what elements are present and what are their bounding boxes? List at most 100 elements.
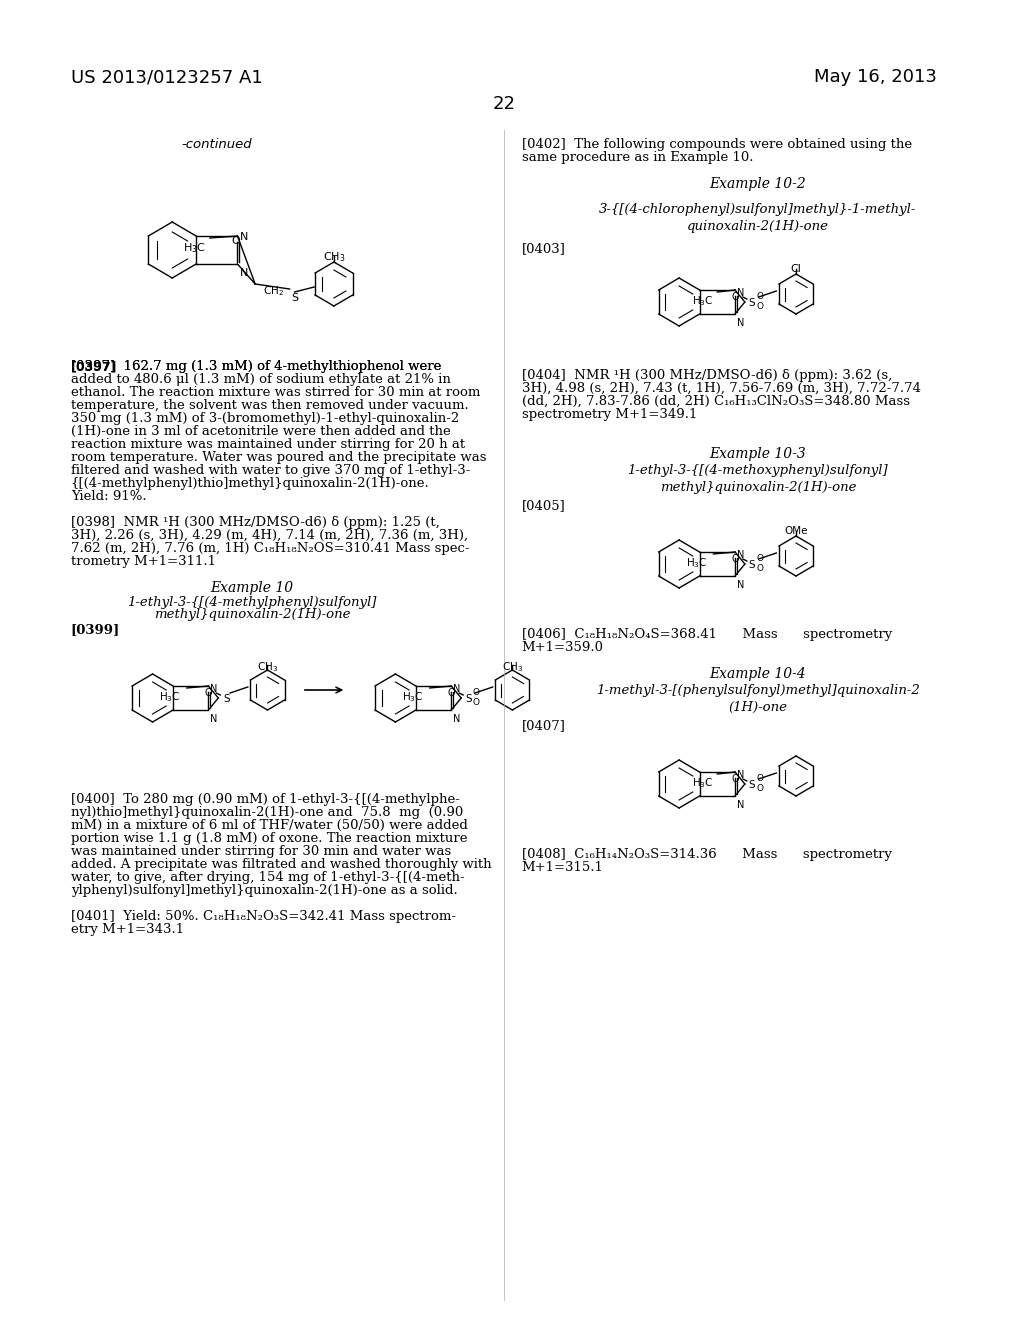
Text: M+1=315.1: M+1=315.1 — [521, 861, 603, 874]
Text: 3H), 4.98 (s, 2H), 7.43 (t, 1H), 7.56-7.69 (m, 3H), 7.72-7.74: 3H), 4.98 (s, 2H), 7.43 (t, 1H), 7.56-7.… — [521, 381, 921, 395]
Text: S: S — [465, 694, 472, 704]
Text: trometry M+1=311.1: trometry M+1=311.1 — [71, 554, 216, 568]
Text: Example 10: Example 10 — [210, 581, 294, 595]
Text: [0408]  C₁₆H₁₄N₂O₃S=314.36      Mass      spectrometry: [0408] C₁₆H₁₄N₂O₃S=314.36 Mass spectrome… — [521, 847, 892, 861]
Text: CH$_3$: CH$_3$ — [502, 660, 523, 673]
Text: N: N — [737, 579, 744, 590]
Text: N: N — [737, 770, 744, 780]
Text: O: O — [473, 688, 480, 697]
Text: water, to give, after drying, 154 mg of 1-ethyl-3-{[(4-meth-: water, to give, after drying, 154 mg of … — [71, 871, 465, 884]
Text: [0404]  NMR ¹H (300 MHz/DMSO-d6) δ (ppm): 3.62 (s,: [0404] NMR ¹H (300 MHz/DMSO-d6) δ (ppm):… — [521, 370, 892, 381]
Text: 350 mg (1.3 mM) of 3-(bromomethyl)-1-ethyl-quinoxalin-2: 350 mg (1.3 mM) of 3-(bromomethyl)-1-eth… — [71, 412, 459, 425]
Text: (dd, 2H), 7.83-7.86 (dd, 2H) C₁₆H₁₃ClN₂O₃S=348.80 Mass: (dd, 2H), 7.83-7.86 (dd, 2H) C₁₆H₁₃ClN₂O… — [521, 395, 909, 408]
Text: N: N — [454, 684, 461, 694]
Text: O: O — [731, 554, 738, 564]
Text: N: N — [240, 268, 248, 279]
Text: O: O — [473, 698, 480, 708]
Text: [0406]  C₁₈H₁₈N₂O₄S=368.41      Mass      spectrometry: [0406] C₁₈H₁₈N₂O₄S=368.41 Mass spectrome… — [521, 628, 892, 642]
Text: Example 10-4: Example 10-4 — [710, 667, 806, 681]
Text: O: O — [447, 688, 455, 698]
Text: N: N — [210, 714, 218, 723]
Text: Example 10-2: Example 10-2 — [710, 177, 806, 191]
Text: 1-methyl-3-[(phenylsulfonyl)methyl]quinoxalin-2: 1-methyl-3-[(phenylsulfonyl)methyl]quino… — [596, 684, 920, 697]
Text: Example 10-3: Example 10-3 — [710, 447, 806, 461]
Text: filtered and washed with water to give 370 mg of 1-ethyl-3-: filtered and washed with water to give 3… — [71, 465, 470, 477]
Text: H$_3$C: H$_3$C — [183, 242, 206, 255]
Text: portion wise 1.1 g (1.8 mM) of oxone. The reaction mixture: portion wise 1.1 g (1.8 mM) of oxone. Th… — [71, 832, 467, 845]
Text: mM) in a mixture of 6 ml of THF/water (50/50) were added: mM) in a mixture of 6 ml of THF/water (5… — [71, 818, 468, 832]
Text: N: N — [210, 684, 218, 694]
Text: H$_3$C: H$_3$C — [402, 690, 424, 704]
Text: O: O — [231, 236, 240, 246]
Text: N: N — [454, 714, 461, 723]
Text: S: S — [749, 298, 756, 308]
Text: -continued: -continued — [181, 139, 252, 150]
Text: S: S — [749, 780, 756, 789]
Text: quinoxalin-2(1H)-one: quinoxalin-2(1H)-one — [687, 220, 828, 232]
Text: was maintained under stirring for 30 min and water was: was maintained under stirring for 30 min… — [71, 845, 452, 858]
Text: spectrometry M+1=349.1: spectrometry M+1=349.1 — [521, 408, 697, 421]
Text: CH$_3$: CH$_3$ — [323, 249, 345, 264]
Text: [0402]  The following compounds were obtained using the: [0402] The following compounds were obta… — [521, 139, 911, 150]
Text: [0405]: [0405] — [521, 499, 565, 512]
Text: methyl}quinoxalin-2(1H)-one: methyl}quinoxalin-2(1H)-one — [659, 480, 856, 494]
Text: N: N — [737, 550, 744, 560]
Text: [0400]  To 280 mg (0.90 mM) of 1-ethyl-3-{[(4-methylphe-: [0400] To 280 mg (0.90 mM) of 1-ethyl-3-… — [71, 793, 460, 807]
Text: {[(4-methylphenyl)thio]methyl}quinoxalin-2(1H)-one.: {[(4-methylphenyl)thio]methyl}quinoxalin… — [71, 477, 430, 490]
Text: O: O — [731, 774, 738, 784]
Text: O: O — [731, 292, 738, 302]
Text: 1-ethyl-3-{[(4-methylphenyl)sulfonyl]: 1-ethyl-3-{[(4-methylphenyl)sulfonyl] — [127, 597, 377, 609]
Text: OMe: OMe — [784, 525, 808, 536]
Text: H$_3$C: H$_3$C — [686, 556, 708, 570]
Text: US 2013/0123257 A1: US 2013/0123257 A1 — [71, 69, 262, 86]
Text: [0407]: [0407] — [521, 719, 565, 733]
Text: O: O — [757, 774, 764, 783]
Text: room temperature. Water was poured and the precipitate was: room temperature. Water was poured and t… — [71, 451, 486, 465]
Text: CH$_2$: CH$_2$ — [263, 284, 284, 298]
Text: N: N — [240, 232, 248, 242]
Text: [0399]: [0399] — [71, 623, 120, 636]
Text: [0397]  162.7 mg (1.3 mM) of 4-methylthiophenol were: [0397] 162.7 mg (1.3 mM) of 4-methylthio… — [71, 360, 441, 374]
Text: reaction mixture was maintained under stirring for 20 h at: reaction mixture was maintained under st… — [71, 438, 465, 451]
Text: 3-{[(4-chlorophenyl)sulfonyl]methyl}-1-methyl-: 3-{[(4-chlorophenyl)sulfonyl]methyl}-1-m… — [599, 203, 916, 216]
Text: 7.62 (m, 2H), 7.76 (m, 1H) C₁₈H₁₈N₂OS=310.41 Mass spec-: 7.62 (m, 2H), 7.76 (m, 1H) C₁₈H₁₈N₂OS=31… — [71, 543, 469, 554]
Text: (1H)-one in 3 ml of acetonitrile were then added and the: (1H)-one in 3 ml of acetonitrile were th… — [71, 425, 451, 438]
Text: S: S — [749, 560, 756, 570]
Text: O: O — [757, 554, 764, 564]
Text: O: O — [205, 688, 212, 698]
Text: Yield: 91%.: Yield: 91%. — [71, 490, 146, 503]
Text: O: O — [757, 564, 764, 573]
Text: nyl)thio]methyl}quinoxalin-2(1H)-one and  75.8  mg  (0.90: nyl)thio]methyl}quinoxalin-2(1H)-one and… — [71, 807, 463, 818]
Text: H$_3$C: H$_3$C — [160, 690, 181, 704]
Text: O: O — [757, 292, 764, 301]
Text: H$_3$C: H$_3$C — [691, 776, 714, 789]
Text: M+1=359.0: M+1=359.0 — [521, 642, 603, 653]
Text: same procedure as in Example 10.: same procedure as in Example 10. — [521, 150, 753, 164]
Text: N: N — [737, 318, 744, 327]
Text: O: O — [757, 302, 764, 312]
Text: N: N — [737, 800, 744, 810]
Text: H$_3$C: H$_3$C — [691, 294, 714, 308]
Text: CH$_3$: CH$_3$ — [257, 660, 279, 673]
Text: Cl: Cl — [791, 264, 802, 275]
Text: 22: 22 — [493, 95, 515, 114]
Text: methyl}quinoxalin-2(1H)-one: methyl}quinoxalin-2(1H)-one — [154, 609, 350, 620]
Text: added. A precipitate was filtrated and washed thoroughly with: added. A precipitate was filtrated and w… — [71, 858, 492, 871]
Text: temperature, the solvent was then removed under vacuum.: temperature, the solvent was then remove… — [71, 399, 469, 412]
Text: May 16, 2013: May 16, 2013 — [814, 69, 937, 86]
Text: S: S — [292, 293, 299, 304]
Text: etry M+1=343.1: etry M+1=343.1 — [71, 923, 184, 936]
Text: S: S — [223, 694, 229, 704]
Text: ylphenyl)sulfonyl]methyl}quinoxalin-2(1H)-one as a solid.: ylphenyl)sulfonyl]methyl}quinoxalin-2(1H… — [71, 884, 458, 898]
Text: N: N — [737, 288, 744, 298]
Text: [0403]: [0403] — [521, 242, 565, 255]
Text: [0397]  162.7 mg (1.3 mM) of 4-methylthiophenol were: [0397] 162.7 mg (1.3 mM) of 4-methylthio… — [71, 360, 441, 374]
Text: 1-ethyl-3-{[(4-methoxyphenyl)sulfonyl]: 1-ethyl-3-{[(4-methoxyphenyl)sulfonyl] — [628, 463, 888, 477]
Text: added to 480.6 μl (1.3 mM) of sodium ethylate at 21% in: added to 480.6 μl (1.3 mM) of sodium eth… — [71, 374, 451, 385]
Text: [0398]  NMR ¹H (300 MHz/DMSO-d6) δ (ppm): 1.25 (t,: [0398] NMR ¹H (300 MHz/DMSO-d6) δ (ppm):… — [71, 516, 439, 529]
Text: (1H)-one: (1H)-one — [728, 701, 787, 714]
Text: 3H), 2.26 (s, 3H), 4.29 (m, 4H), 7.14 (m, 2H), 7.36 (m, 3H),: 3H), 2.26 (s, 3H), 4.29 (m, 4H), 7.14 (m… — [71, 529, 468, 543]
Text: [0397]: [0397] — [71, 360, 118, 374]
Text: ethanol. The reaction mixture was stirred for 30 min at room: ethanol. The reaction mixture was stirre… — [71, 385, 480, 399]
Text: O: O — [757, 784, 764, 793]
